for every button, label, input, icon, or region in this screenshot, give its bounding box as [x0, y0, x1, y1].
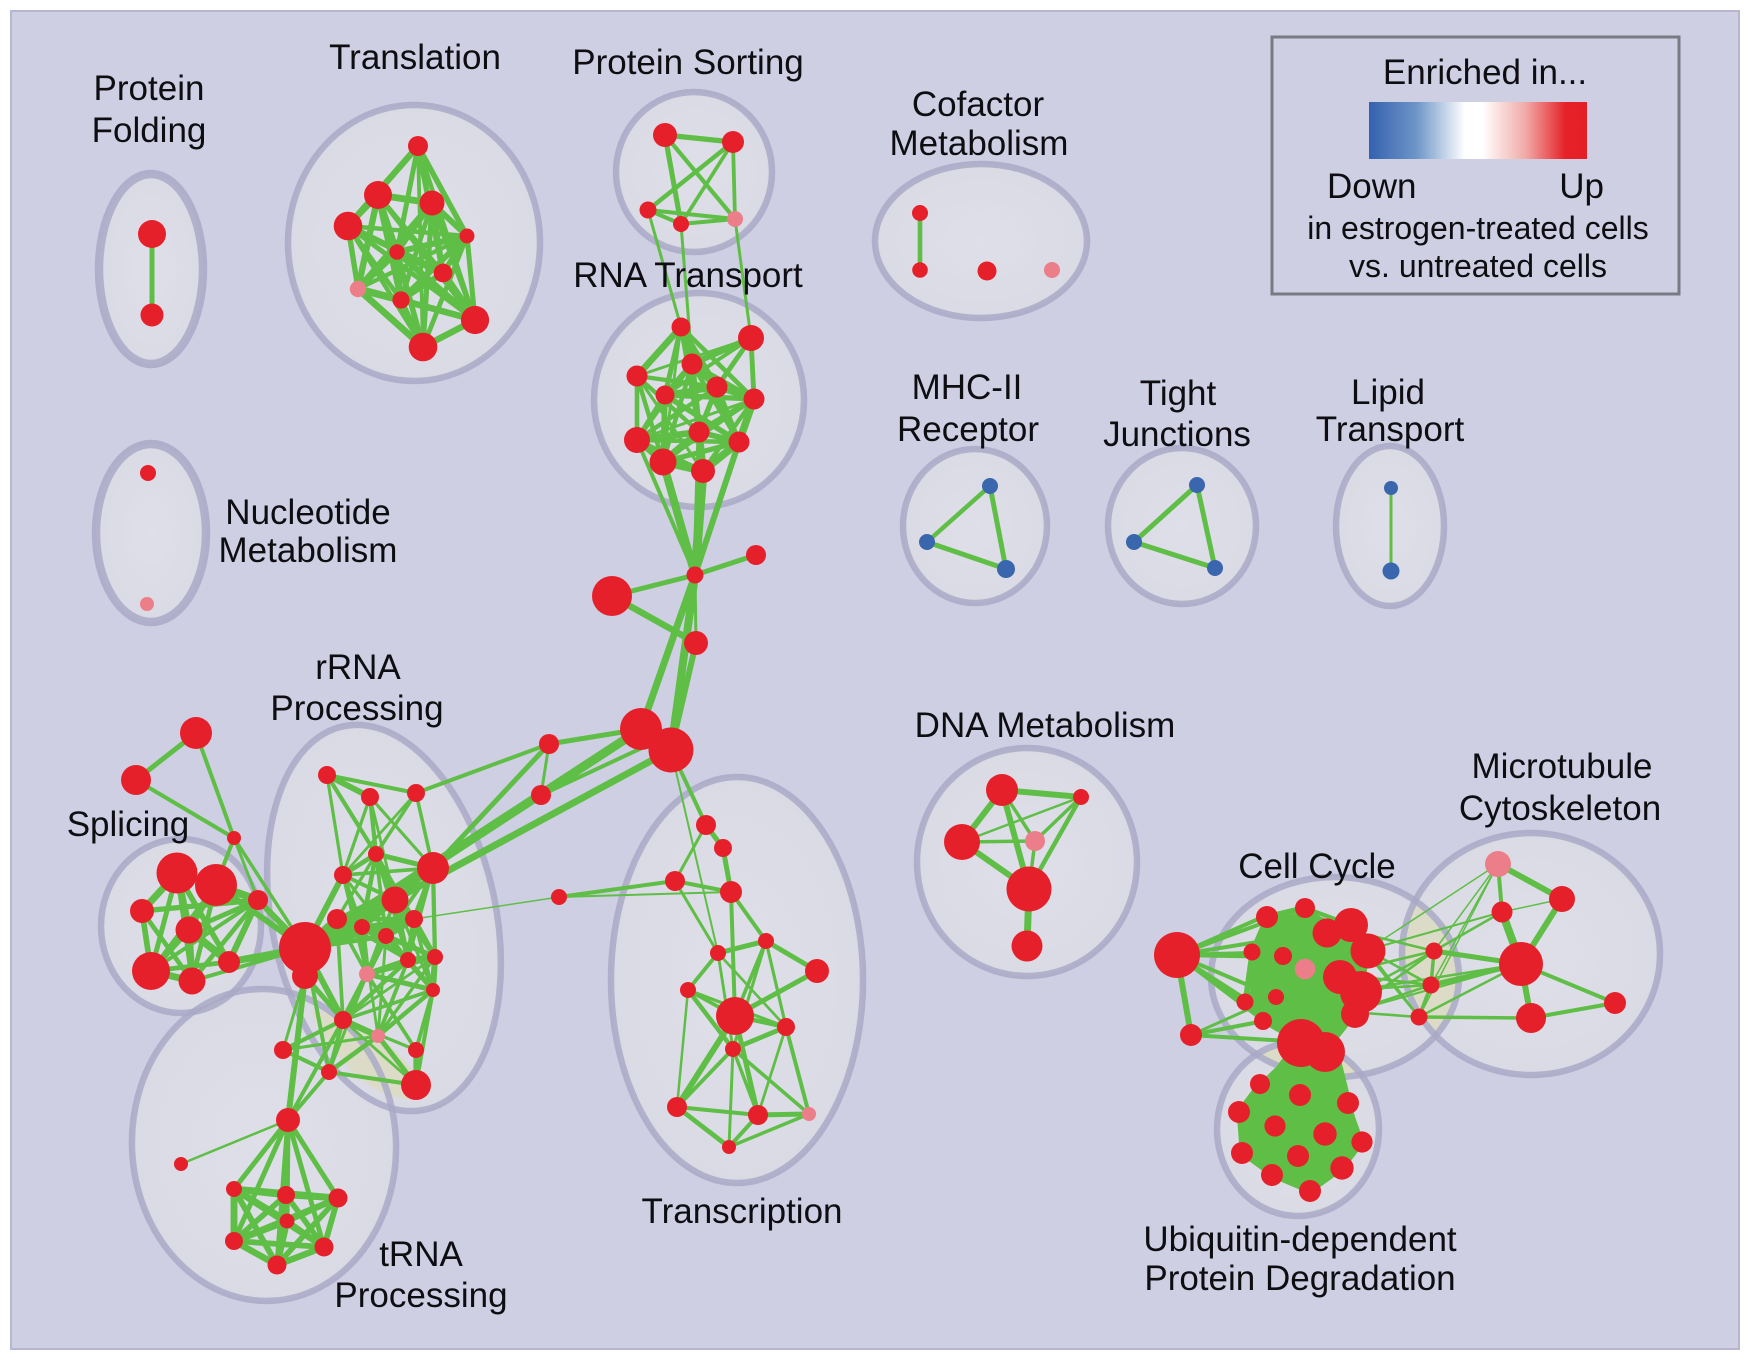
- svg-text:Junctions: Junctions: [1103, 415, 1251, 454]
- svg-text:rRNA: rRNA: [315, 648, 401, 687]
- svg-text:Cell Cycle: Cell Cycle: [1238, 847, 1396, 886]
- svg-text:Processing: Processing: [334, 1276, 507, 1315]
- svg-text:Lipid: Lipid: [1351, 373, 1425, 412]
- svg-text:Protein: Protein: [94, 69, 205, 108]
- svg-text:Tight: Tight: [1140, 374, 1217, 413]
- svg-text:Protein Degradation: Protein Degradation: [1144, 1259, 1455, 1298]
- svg-text:Folding: Folding: [92, 111, 207, 150]
- svg-text:in estrogen-treated cells: in estrogen-treated cells: [1307, 210, 1649, 246]
- svg-text:RNA Transport: RNA Transport: [573, 256, 803, 295]
- svg-text:Cofactor: Cofactor: [912, 85, 1045, 124]
- svg-text:Cytoskeleton: Cytoskeleton: [1459, 789, 1661, 828]
- svg-text:Processing: Processing: [270, 689, 443, 728]
- svg-text:Translation: Translation: [329, 38, 501, 77]
- svg-text:Splicing: Splicing: [67, 805, 190, 844]
- svg-text:Enriched in...: Enriched in...: [1383, 53, 1587, 92]
- svg-text:DNA Metabolism: DNA Metabolism: [915, 706, 1176, 745]
- svg-text:tRNA: tRNA: [379, 1235, 463, 1274]
- svg-text:Up: Up: [1559, 167, 1604, 206]
- svg-text:MHC-II: MHC-II: [912, 368, 1023, 407]
- svg-text:Transcription: Transcription: [642, 1192, 843, 1231]
- svg-text:Ubiquitin-dependent: Ubiquitin-dependent: [1143, 1220, 1457, 1259]
- svg-text:Metabolism: Metabolism: [890, 124, 1069, 163]
- svg-text:Microtubule: Microtubule: [1472, 747, 1653, 786]
- svg-text:Transport: Transport: [1316, 410, 1465, 449]
- svg-text:Protein Sorting: Protein Sorting: [572, 43, 804, 82]
- svg-text:Receptor: Receptor: [897, 410, 1039, 449]
- svg-text:vs. untreated cells: vs. untreated cells: [1349, 248, 1607, 284]
- svg-text:Metabolism: Metabolism: [219, 531, 398, 570]
- svg-text:Nucleotide: Nucleotide: [225, 493, 390, 532]
- svg-text:Down: Down: [1327, 167, 1416, 206]
